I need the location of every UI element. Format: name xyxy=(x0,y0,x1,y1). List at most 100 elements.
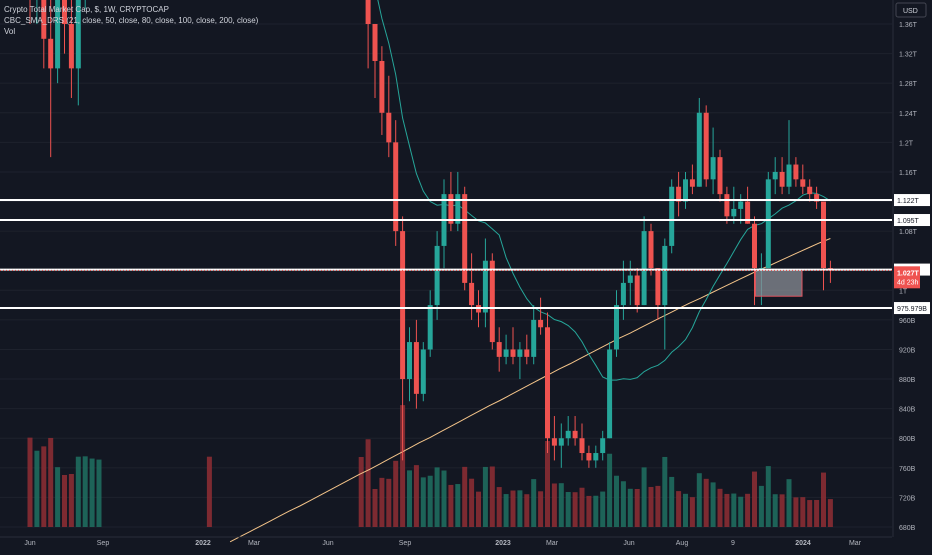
candle-body xyxy=(496,342,502,357)
volume-bar xyxy=(420,477,426,527)
level-label: 1.122T xyxy=(897,198,920,205)
y-tick-label: 760B xyxy=(899,466,916,473)
candle-body xyxy=(579,438,585,454)
x-tick-label: Jun xyxy=(322,540,333,547)
x-tick-label: 2023 xyxy=(495,540,511,547)
candle-body xyxy=(814,194,820,202)
volume-bar xyxy=(489,466,495,527)
volume-bar xyxy=(724,493,730,527)
volume-bar xyxy=(662,456,668,527)
volume-bar xyxy=(786,479,792,527)
volume-bar xyxy=(634,489,640,527)
y-tick-label: 920B xyxy=(899,347,916,354)
candle-body xyxy=(627,275,633,283)
volume-bar xyxy=(41,446,47,527)
x-tick-label: Jun xyxy=(24,540,35,547)
candle-body xyxy=(634,275,640,306)
sma-long-line xyxy=(229,238,831,543)
candle-body xyxy=(448,194,454,224)
candle-body xyxy=(48,38,54,69)
volume-bar xyxy=(696,473,702,527)
candle-body xyxy=(689,179,695,187)
volume-bar xyxy=(703,478,709,527)
volume-bar xyxy=(627,488,633,527)
volume-bar xyxy=(600,491,606,527)
volume-bar xyxy=(800,497,806,527)
volume-bar xyxy=(34,450,40,527)
candle-body xyxy=(462,194,468,283)
volume-bar xyxy=(82,456,88,527)
sma-short-line xyxy=(377,0,831,381)
candle-body xyxy=(717,157,723,195)
y-tick-label: 1.28T xyxy=(899,81,918,88)
x-tick-label: Sep xyxy=(399,540,412,547)
volume-bar xyxy=(676,491,682,527)
volume-bar xyxy=(510,490,516,527)
candle-body xyxy=(779,171,785,187)
volume-bar xyxy=(683,493,688,527)
volume-bar xyxy=(565,492,571,527)
volume-bar xyxy=(358,457,364,527)
candle-body xyxy=(531,319,537,357)
volume-bar xyxy=(572,492,578,527)
volume-bar xyxy=(765,466,771,527)
volume-bar xyxy=(400,405,406,527)
candle-body xyxy=(413,342,419,394)
y-tick-label: 800B xyxy=(899,436,916,443)
candle-body xyxy=(745,201,751,224)
x-tick-label: 2024 xyxy=(795,540,811,547)
candle-body xyxy=(517,349,523,357)
currency-button-label: USD xyxy=(903,8,918,15)
volume-bar xyxy=(476,491,481,527)
candle-body xyxy=(620,282,626,306)
y-tick-label: 1.16T xyxy=(899,170,918,177)
volume-bar xyxy=(579,487,585,527)
y-tick-label: 1.24T xyxy=(899,111,918,118)
candle-body xyxy=(365,0,371,24)
volume-bar xyxy=(441,470,447,527)
volume-bar xyxy=(710,482,716,527)
volume-bar xyxy=(496,487,502,527)
candle-body xyxy=(551,438,557,446)
volume-bar xyxy=(482,466,488,527)
candle-body xyxy=(786,164,792,187)
candle-body xyxy=(710,157,716,180)
candle-body xyxy=(489,260,495,343)
candle-body xyxy=(807,186,813,195)
volume-bar xyxy=(393,460,399,527)
volume-bar xyxy=(821,472,826,527)
candle-body xyxy=(614,305,619,350)
candle-body xyxy=(703,112,709,180)
volume-bar xyxy=(655,485,661,527)
level-label: 1.095T xyxy=(897,218,920,225)
x-tick-label: Mar xyxy=(546,540,559,547)
currency-button-box xyxy=(895,2,927,18)
candle-body xyxy=(607,349,613,439)
x-tick-label: Aug xyxy=(676,540,689,547)
volume-bar xyxy=(413,465,419,527)
candle-body xyxy=(793,164,799,180)
y-tick-label: 1T xyxy=(899,288,908,295)
candle-body xyxy=(482,260,488,313)
y-tick-label: 1.36T xyxy=(899,22,918,29)
volume-bar xyxy=(455,484,461,527)
candle-body xyxy=(586,453,592,461)
volume-bar xyxy=(758,485,764,527)
volume-bar xyxy=(372,489,378,527)
candle-body xyxy=(393,142,399,232)
volume-bar xyxy=(89,458,95,527)
volume-bar xyxy=(538,491,544,527)
volume-bar xyxy=(814,499,820,527)
current-price-label: 1.027T xyxy=(897,270,920,277)
y-tick-label: 840B xyxy=(899,407,916,414)
candle-body xyxy=(655,268,661,306)
volume-bar xyxy=(531,479,537,527)
volume-bar xyxy=(593,495,599,527)
volume-bar xyxy=(648,486,654,527)
current-price-box xyxy=(894,266,920,289)
candle-body xyxy=(558,438,564,446)
candle-body xyxy=(379,60,385,113)
candle-body xyxy=(676,186,682,202)
